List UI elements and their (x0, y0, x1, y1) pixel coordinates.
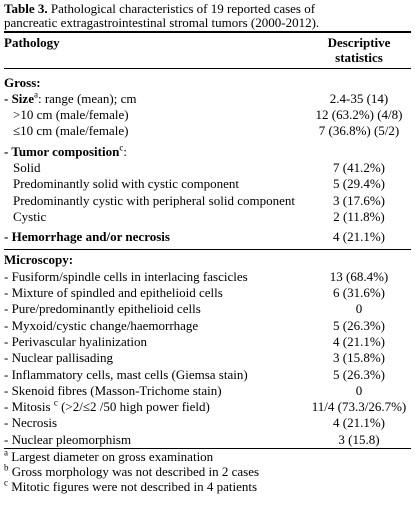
table-row: - Nuclear pleomorphism 3 (15.8) (4, 432, 411, 448)
mitosis-sup: c (53, 397, 58, 408)
table-label: Table 3. (4, 1, 48, 16)
section-rule (4, 249, 411, 251)
table-row: Predominantly solid with cystic componen… (4, 176, 411, 192)
table-row: - Inflammatory cells, mast cells (Giemsa… (4, 367, 411, 383)
table-caption: Table 3. Pathological characteristics of… (4, 2, 411, 30)
table-row: >10 cm (male/female) 12 (63.2%) (4/8) (4, 107, 411, 123)
size-rest: : range (mean); cm (37, 90, 137, 106)
mitosis-value: 11/4 (73.3/26.7%) (311, 399, 407, 415)
header-descriptive: Descriptive statistics (307, 35, 411, 65)
size-label-text: - Size (4, 90, 34, 106)
micro-row-value: 0 (355, 301, 363, 317)
gt10-value: 12 (63.2%) (4/8) (315, 107, 403, 123)
micro-row-value: 6 (31.6%) (333, 285, 385, 301)
composition-row-value: 3 (17.6%) (333, 192, 385, 208)
footnote-text: Gross morphology was not described in 2 … (8, 464, 260, 480)
section-microscopy: Microscopy: (4, 252, 411, 268)
footnote-mark: b (4, 462, 9, 473)
micro-row-value: 5 (26.3%) (333, 317, 385, 333)
micro-row-value: 0 (355, 382, 363, 398)
table-row: - Skenoid fibres (Masson-Trichome stain)… (4, 383, 411, 399)
micro-row-value: 5 (26.3%) (333, 366, 385, 382)
table-row: - Fusiform/spindle cells in interlacing … (4, 269, 411, 285)
table-row: - Mixture of spindled and epithelioid ce… (4, 285, 411, 301)
top-rule (4, 31, 411, 33)
table-row: - Perivascular hyalinization 4 (21.1%) (4, 334, 411, 350)
footnote-mark: c (4, 478, 8, 489)
table-row: - Myxoid/cystic change/haemorrhage 5 (26… (4, 318, 411, 334)
composition-row-label: Predominantly cystic with peripheral sol… (13, 192, 295, 208)
table-row: - Hemorrhage and/or necrosis 4 (21.1%) (4, 229, 411, 245)
micro-row-label: - Skenoid fibres (Masson-Trichome stain) (4, 382, 222, 398)
table-row: - Tumor compositionc: (4, 142, 411, 160)
composition-row-value: 2 (11.8%) (333, 208, 385, 224)
table-row: Solid 7 (41.2%) (4, 160, 411, 176)
table-row: Cystic 2 (11.8%) (4, 209, 411, 225)
header-descriptive-line2: statistics (335, 49, 383, 65)
composition-label: - Tumor compositionc: (4, 142, 411, 160)
micro-row-value: 4 (21.1%) (333, 333, 385, 349)
micro-row-label: - Fusiform/spindle cells in interlacing … (4, 268, 248, 284)
composition-label-text: - Tumor composition (4, 143, 120, 159)
micro-row-label: - Mixture of spindled and epithelioid ce… (4, 285, 223, 301)
micro-row-value: 3 (15.8) (338, 431, 380, 447)
table-header: Pathology Descriptive statistics (4, 35, 411, 65)
gt10-label: >10 cm (male/female) (13, 107, 129, 123)
composition-row-value: 5 (29.4%) (333, 176, 385, 192)
size-value: 2.4-35 (14) (329, 90, 389, 106)
footnotes: a Largest diameter on gross examination … (4, 447, 411, 495)
footnote: b Gross morphology was not described in … (4, 462, 411, 480)
hemorrhage-label: - Hemorrhage and/or necrosis (4, 229, 170, 245)
section-gross: Gross: (4, 75, 411, 91)
micro-row-label: - Nuclear pallisading (4, 350, 114, 366)
composition-row-label: Solid (13, 159, 41, 175)
caption-text-line1: Pathological characteristics of 19 repor… (47, 1, 316, 16)
table-row: - Pure/predominantly epithelioid cells 0 (4, 301, 411, 317)
le10-value: 7 (36.8%) (5/2) (318, 123, 400, 139)
composition-row-label: Cystic (13, 208, 47, 224)
table-row: - Mitosis c (>2/≤2 /50 high power field)… (4, 397, 411, 415)
le10-label: ≤10 cm (male/female) (13, 123, 129, 139)
gross-title: Gross: (4, 74, 41, 90)
mitosis-rest: (>2/≤2 /50 high power field) (57, 399, 210, 415)
size-sup: a (33, 89, 38, 100)
micro-row-value: 3 (15.8%) (333, 350, 385, 366)
composition-rest: : (123, 143, 127, 159)
footnote-text: Mitotic figures were not described in 4 … (8, 479, 258, 495)
header-descriptive-line1: Descriptive (327, 34, 391, 50)
footnote: a Largest diameter on gross examination (4, 447, 411, 465)
composition-row-value: 7 (41.2%) (333, 159, 385, 175)
micro-row-value: 4 (21.1%) (333, 415, 385, 431)
header-rule (4, 67, 411, 69)
micro-row-label: - Nuclear pleomorphism (4, 431, 132, 447)
micro-row-label: - Necrosis (4, 415, 58, 431)
micro-row-label: - Perivascular hyalinization (4, 333, 147, 349)
header-pathology: Pathology (4, 34, 60, 50)
composition-sup: c (119, 142, 124, 153)
micro-row-label: - Inflammatory cells, mast cells (Giemsa… (4, 366, 248, 382)
bottom-rule (4, 448, 411, 450)
table-row: ≤10 cm (male/female) 7 (36.8%) (5/2) (4, 123, 411, 139)
footnote-mark: a (4, 447, 8, 458)
table-row: - Necrosis 4 (21.1%) (4, 415, 411, 431)
footnote: c Mitotic figures were not described in … (4, 478, 411, 495)
composition-row-label: Predominantly solid with cystic componen… (13, 176, 240, 192)
micro-row-label: - Myxoid/cystic change/haemorrhage (4, 317, 199, 333)
table-container: Table 3. Pathological characteristics of… (4, 0, 411, 495)
micro-row-label: - Pure/predominantly epithelioid cells (4, 301, 201, 317)
micro-row-value: 13 (68.4%) (329, 268, 389, 284)
caption-text-line2: pancreatic extragastrointestinal stromal… (4, 15, 320, 30)
mitosis-label-text: - Mitosis (4, 399, 51, 415)
footnote-text: Largest diameter on gross examination (8, 449, 214, 465)
table-row: - Sizea: range (mean); cm 2.4-35 (14) (4, 89, 411, 107)
table-row: Predominantly cystic with peripheral sol… (4, 193, 411, 209)
microscopy-title: Microscopy: (4, 252, 74, 268)
hemorrhage-value: 4 (21.1%) (333, 229, 385, 245)
size-label: - Sizea: range (mean); cm (4, 89, 307, 107)
table-row: - Nuclear pallisading 3 (15.8%) (4, 350, 411, 366)
mitosis-label: - Mitosis c (>2/≤2 /50 high power field) (4, 397, 307, 415)
